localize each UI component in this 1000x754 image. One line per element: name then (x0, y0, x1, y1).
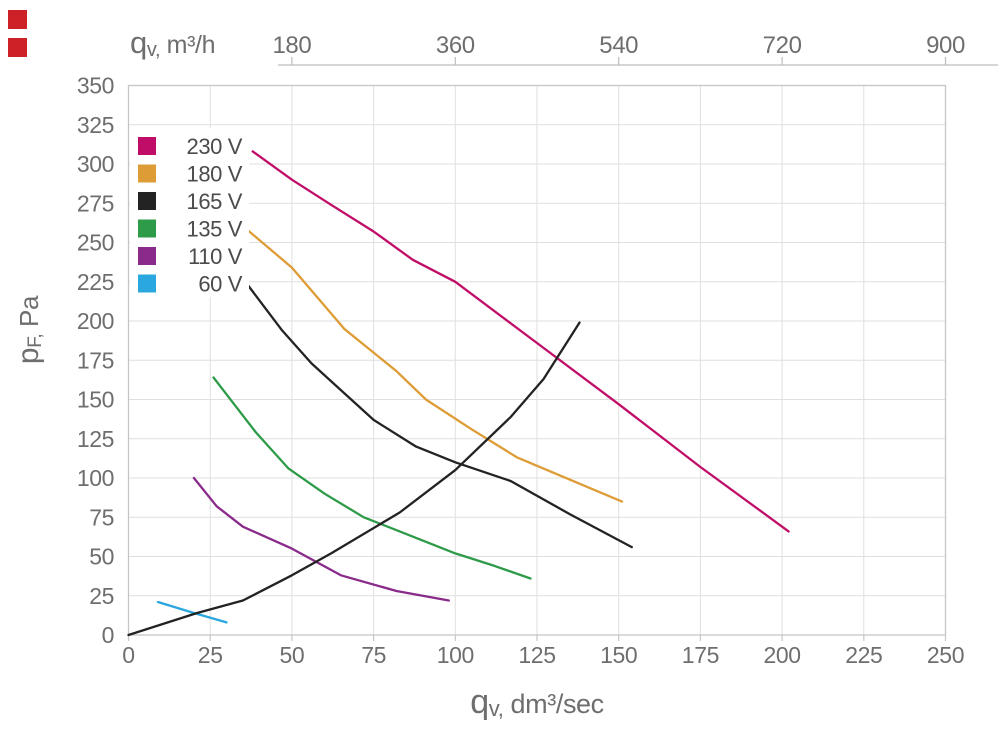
x-axis-tick-label: 150 (600, 642, 637, 668)
legend-swatch-230-v (138, 137, 156, 155)
y-axis-tick-label: 100 (77, 465, 114, 491)
legend-swatch-135-v (138, 219, 156, 238)
x-axis-tick-label: 0 (122, 642, 134, 668)
series-line-165-v (241, 277, 633, 549)
top-axis-title: qv, m³/h (130, 25, 215, 61)
x-axis-tick-label: 225 (845, 642, 882, 668)
x-axis-tick-label: 250 (927, 642, 964, 668)
y-axis-tick-label: 25 (89, 583, 114, 609)
y-axis-tick-label: 350 (77, 73, 114, 99)
series-line-60-v (156, 600, 228, 624)
x-axis-tick-label: 50 (280, 642, 305, 668)
legend-label-230-v: 230 V (187, 134, 243, 159)
x-axis-tick-label: 25 (198, 642, 223, 668)
y-axis-tick-label: 200 (77, 308, 114, 334)
series-line-180-v (235, 219, 624, 503)
y-axis-tick-label: 50 (89, 544, 114, 570)
y-axis-tick-label: 75 (89, 504, 114, 530)
series-line-system-curve (127, 321, 581, 637)
top-axis-tick-label: 540 (599, 32, 638, 59)
y-axis-tick-label: 125 (77, 426, 114, 452)
legend-label-165-v: 165 V (187, 189, 243, 214)
legend-label-135-v: 135 V (187, 217, 243, 242)
x-axis-tick-label: 100 (437, 642, 474, 668)
top-axis-tick-label: 900 (926, 32, 965, 59)
legend-label-60-v: 60 V (198, 272, 242, 297)
top-axis-tick-label: 720 (763, 32, 802, 59)
red-square-marker-1 (8, 10, 27, 29)
y-axis-tick-label: 175 (77, 347, 114, 373)
x-axis-tick-label: 75 (361, 642, 386, 668)
x-axis-tick-label: 125 (518, 642, 555, 668)
legend-swatch-60-v (138, 274, 156, 293)
y-axis-tick-label: 250 (77, 230, 114, 256)
y-axis-tick-label: 0 (102, 622, 114, 648)
legend-swatch-180-v (138, 164, 156, 183)
legend-swatch-165-v (138, 192, 156, 210)
y-axis-tick-label: 225 (77, 269, 114, 295)
series-line-110-v (192, 476, 450, 602)
top-axis-tick-label: 180 (272, 32, 311, 59)
top-axis-tick-label: 360 (436, 32, 475, 59)
x-axis-tick-label: 175 (682, 642, 719, 668)
x-axis-title: qv, dm³/sec (470, 683, 604, 721)
y-axis-tick-label: 325 (77, 112, 114, 138)
y-axis-tick-label: 300 (77, 151, 114, 177)
y-axis-tick-label: 150 (77, 387, 114, 413)
x-axis-tick-label: 200 (764, 642, 801, 668)
legend-label-110-v: 110 V (188, 244, 243, 269)
legend-swatch-110-v (138, 247, 156, 265)
legend-background (130, 128, 249, 297)
red-square-marker-2 (8, 38, 27, 57)
legend-label-180-v: 180 V (187, 162, 243, 187)
series-line-230-v (251, 150, 790, 533)
y-axis-title: pF, Pa (12, 295, 46, 364)
series-line-135-v (212, 376, 532, 580)
y-axis-tick-label: 275 (77, 190, 114, 216)
